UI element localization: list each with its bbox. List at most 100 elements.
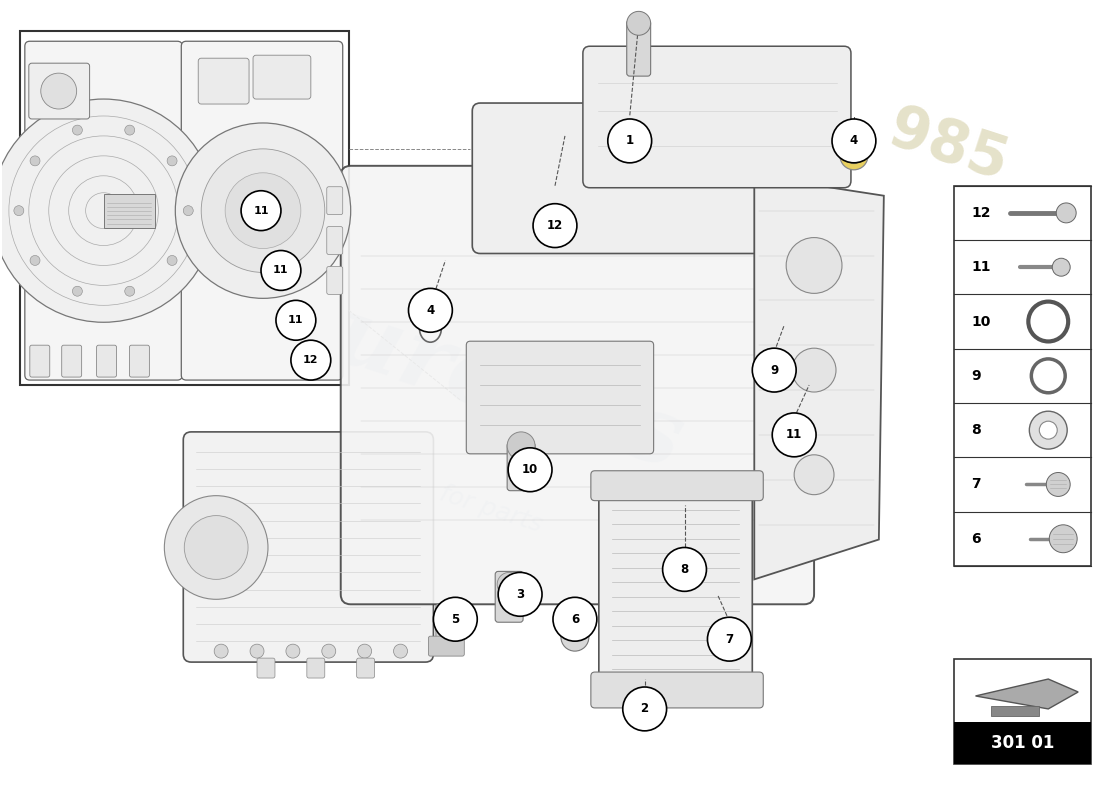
Circle shape <box>245 193 280 229</box>
Text: 12: 12 <box>547 219 563 232</box>
FancyBboxPatch shape <box>62 345 81 377</box>
Text: 2: 2 <box>640 702 649 715</box>
FancyBboxPatch shape <box>29 63 89 119</box>
FancyBboxPatch shape <box>198 58 249 104</box>
Bar <box>954 186 1091 566</box>
Bar <box>420 320 442 328</box>
Text: 7: 7 <box>725 633 734 646</box>
FancyBboxPatch shape <box>591 470 763 501</box>
Text: 12: 12 <box>971 206 991 220</box>
Circle shape <box>792 348 836 392</box>
FancyBboxPatch shape <box>466 342 653 454</box>
Polygon shape <box>976 679 1078 709</box>
Circle shape <box>1040 421 1057 439</box>
Circle shape <box>508 448 552 492</box>
Circle shape <box>507 432 535 460</box>
Circle shape <box>1030 411 1067 449</box>
Circle shape <box>124 125 134 135</box>
Text: europes: europes <box>266 272 694 488</box>
FancyBboxPatch shape <box>327 226 343 254</box>
FancyBboxPatch shape <box>25 42 183 380</box>
Text: 11: 11 <box>288 315 304 326</box>
Text: 7: 7 <box>971 478 981 491</box>
Circle shape <box>498 572 542 616</box>
Circle shape <box>497 572 521 596</box>
FancyBboxPatch shape <box>598 490 752 690</box>
Circle shape <box>662 547 706 591</box>
FancyBboxPatch shape <box>472 103 807 254</box>
Text: 11: 11 <box>786 428 802 442</box>
Text: 10: 10 <box>971 314 991 329</box>
Text: 4: 4 <box>427 304 434 317</box>
FancyBboxPatch shape <box>182 42 343 380</box>
FancyBboxPatch shape <box>30 345 50 377</box>
Circle shape <box>1056 203 1076 223</box>
Circle shape <box>175 123 351 298</box>
Bar <box>103 194 155 228</box>
Text: 6: 6 <box>571 613 579 626</box>
FancyBboxPatch shape <box>307 658 324 678</box>
Text: 11: 11 <box>273 266 288 275</box>
Circle shape <box>840 142 868 170</box>
FancyBboxPatch shape <box>583 46 851 188</box>
Circle shape <box>627 11 650 35</box>
Circle shape <box>167 156 177 166</box>
Circle shape <box>358 644 372 658</box>
FancyBboxPatch shape <box>428 636 464 656</box>
Circle shape <box>30 255 40 266</box>
Circle shape <box>1046 473 1070 497</box>
Text: 3: 3 <box>516 588 525 601</box>
Text: 6: 6 <box>971 532 981 546</box>
Circle shape <box>433 598 477 641</box>
Text: 12: 12 <box>304 355 319 365</box>
FancyBboxPatch shape <box>507 443 535 490</box>
Circle shape <box>534 204 576 247</box>
Circle shape <box>184 206 194 216</box>
Text: 8: 8 <box>681 563 689 576</box>
Circle shape <box>261 250 301 290</box>
Circle shape <box>73 286 82 296</box>
Circle shape <box>623 687 667 731</box>
Bar <box>954 659 1091 764</box>
Circle shape <box>214 644 228 658</box>
Circle shape <box>290 340 331 380</box>
Circle shape <box>201 149 324 273</box>
Circle shape <box>322 644 335 658</box>
Circle shape <box>250 644 264 658</box>
Circle shape <box>1049 525 1077 553</box>
Text: 11: 11 <box>253 206 268 216</box>
Circle shape <box>408 288 452 332</box>
Circle shape <box>394 644 407 658</box>
Text: 8: 8 <box>971 423 981 437</box>
Circle shape <box>608 119 651 163</box>
FancyBboxPatch shape <box>257 658 275 678</box>
Circle shape <box>73 125 82 135</box>
Circle shape <box>276 300 316 340</box>
Text: 1: 1 <box>626 134 634 147</box>
Bar <box>954 722 1091 764</box>
Circle shape <box>14 206 24 216</box>
Circle shape <box>30 156 40 166</box>
Circle shape <box>561 623 588 651</box>
Circle shape <box>707 618 751 661</box>
Circle shape <box>772 413 816 457</box>
FancyBboxPatch shape <box>356 658 375 678</box>
FancyBboxPatch shape <box>327 186 343 214</box>
Circle shape <box>846 148 862 164</box>
Circle shape <box>832 119 876 163</box>
Circle shape <box>794 455 834 494</box>
FancyBboxPatch shape <box>591 672 763 708</box>
Circle shape <box>0 99 216 322</box>
Circle shape <box>167 255 177 266</box>
Text: a passion for parts: a passion for parts <box>316 442 544 537</box>
Circle shape <box>553 598 597 641</box>
Bar <box>20 31 349 385</box>
FancyBboxPatch shape <box>436 604 459 646</box>
Text: 301 01: 301 01 <box>991 734 1054 752</box>
Circle shape <box>164 496 268 599</box>
Text: 9: 9 <box>770 364 779 377</box>
Circle shape <box>41 73 77 109</box>
Circle shape <box>226 173 301 249</box>
Circle shape <box>752 348 796 392</box>
FancyBboxPatch shape <box>97 345 117 377</box>
